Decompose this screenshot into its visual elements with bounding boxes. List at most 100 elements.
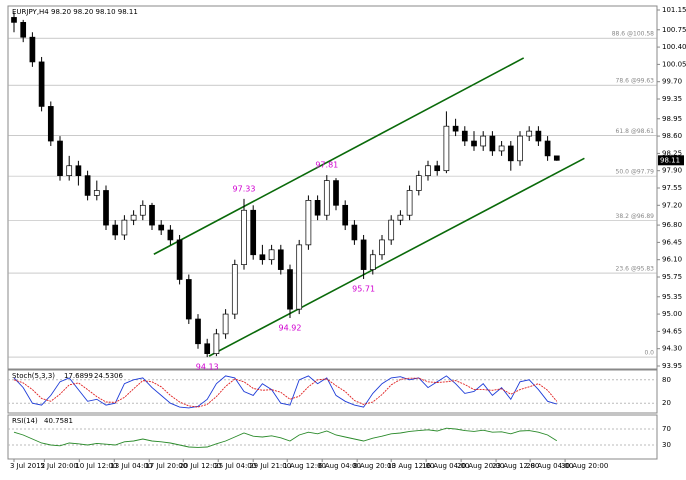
fib-label: 38.2 @96.89 <box>616 213 655 220</box>
stoch-main-value: 17.6899 <box>64 372 93 380</box>
candle-body <box>250 209 257 256</box>
x-tick-label: 16 Aug 04:00 <box>422 462 469 470</box>
candle-body <box>112 224 119 236</box>
y-tick-label: 70 <box>662 425 671 433</box>
trendline <box>153 57 525 255</box>
fib-label: 61.8 @98.61 <box>616 128 655 135</box>
y-tick-label: 94.30 <box>662 345 682 353</box>
x-tick-label: 10 Jul 12:00 <box>75 462 117 470</box>
y-tick-label: 99.35 <box>662 95 682 103</box>
y-tick-label: 98.95 <box>662 115 682 123</box>
candle-body <box>38 61 45 107</box>
x-tick-label: 20 Aug 20:00 <box>457 462 504 470</box>
indicator-line <box>13 375 557 409</box>
candle-body <box>443 125 450 172</box>
candle-body <box>415 175 422 191</box>
x-tick-label: 6 Aug 04:00 <box>318 462 361 470</box>
y-tick-label: 93.95 <box>662 362 682 370</box>
candle-body <box>535 130 542 142</box>
candle-body <box>296 244 303 310</box>
fib-label: 23.6 @95.83 <box>616 266 655 273</box>
price-annotation: 94.13 <box>196 363 219 372</box>
y-tick-label: 99.70 <box>662 78 682 86</box>
candle-body <box>461 130 468 142</box>
y-tick-label: 96.45 <box>662 238 682 246</box>
candle-body <box>213 333 220 354</box>
candle-body <box>351 224 358 241</box>
x-tick-label: 1 Aug 12:00 <box>283 462 326 470</box>
candle-body <box>66 165 73 176</box>
y-tick-label: 94.65 <box>662 327 682 335</box>
candle-body <box>323 180 330 216</box>
indicator-line <box>13 427 558 448</box>
candle-body <box>507 145 514 162</box>
candle-body <box>93 190 100 196</box>
x-tick-label: 30 Aug 20:00 <box>561 462 608 470</box>
price-annotation: 97.33 <box>233 184 256 193</box>
fib-label: 50.0 @97.79 <box>616 169 655 176</box>
fib-label: 0.0 <box>644 350 654 357</box>
candle-body <box>369 254 376 270</box>
y-tick-label: 100.75 <box>662 26 686 34</box>
candle-body <box>231 264 238 315</box>
candle-body <box>84 175 91 196</box>
y-tick-label: 95.35 <box>662 293 682 301</box>
candle-body <box>526 130 533 137</box>
candle-body <box>406 190 413 216</box>
candle-body <box>176 239 183 280</box>
indicator-line <box>13 377 558 408</box>
candle-body <box>167 229 174 241</box>
candle-body <box>20 22 27 38</box>
y-tick-label: 20 <box>662 399 671 407</box>
candle-body <box>29 36 36 63</box>
candle-body <box>222 313 229 335</box>
candle-body <box>489 135 496 152</box>
y-tick-label: 95.00 <box>662 310 682 318</box>
price-annotation: 95.71 <box>352 284 375 293</box>
stoch-panel <box>7 369 658 414</box>
candle-body <box>397 214 404 221</box>
candle-body <box>195 318 201 345</box>
candle-body <box>379 239 385 256</box>
y-tick-label: 98.25 <box>662 149 682 157</box>
candle-body <box>259 254 266 261</box>
candle-body <box>517 135 523 162</box>
price-annotation: 94.92 <box>279 324 302 333</box>
candle-body <box>158 224 165 231</box>
candle-body <box>305 200 312 246</box>
price-annotation: 97.81 <box>315 161 338 170</box>
candle-body <box>452 125 459 132</box>
candle-body <box>139 204 146 216</box>
candle-body <box>204 343 211 354</box>
candle-body <box>287 269 293 310</box>
y-tick-label: 97.90 <box>662 167 682 175</box>
candle-body <box>314 200 321 216</box>
y-tick-label: 30 <box>662 441 671 449</box>
candle-body <box>130 214 137 221</box>
fib-label: 78.6 @99.63 <box>616 78 655 85</box>
x-tick-label: 29 Jul 21:00 <box>249 462 291 470</box>
candle-body <box>103 190 109 226</box>
y-tick-label: 98.60 <box>662 132 682 140</box>
candle-body <box>241 209 247 265</box>
candle-body <box>11 17 17 23</box>
candle-body <box>425 165 431 176</box>
candle-body <box>57 140 63 176</box>
candle-body <box>268 249 275 261</box>
rsi-value: 40.7581 <box>44 417 73 425</box>
stoch-name: Stoch(5,3,3) <box>12 372 55 380</box>
candle-body <box>333 180 339 206</box>
y-tick-label: 95.75 <box>662 273 682 281</box>
last-price-box <box>658 155 684 166</box>
y-tick-label: 96.10 <box>662 256 682 264</box>
candle-body <box>121 219 128 236</box>
last-price: 98.11 <box>660 156 680 164</box>
chart-title: EURJPY,H4 98.20 98.20 98.10 98.11 <box>12 8 138 16</box>
candle-body <box>498 145 505 152</box>
candle-body <box>277 249 284 270</box>
candle-body <box>149 204 155 226</box>
candle-body <box>360 239 367 270</box>
candle-body <box>185 279 192 320</box>
